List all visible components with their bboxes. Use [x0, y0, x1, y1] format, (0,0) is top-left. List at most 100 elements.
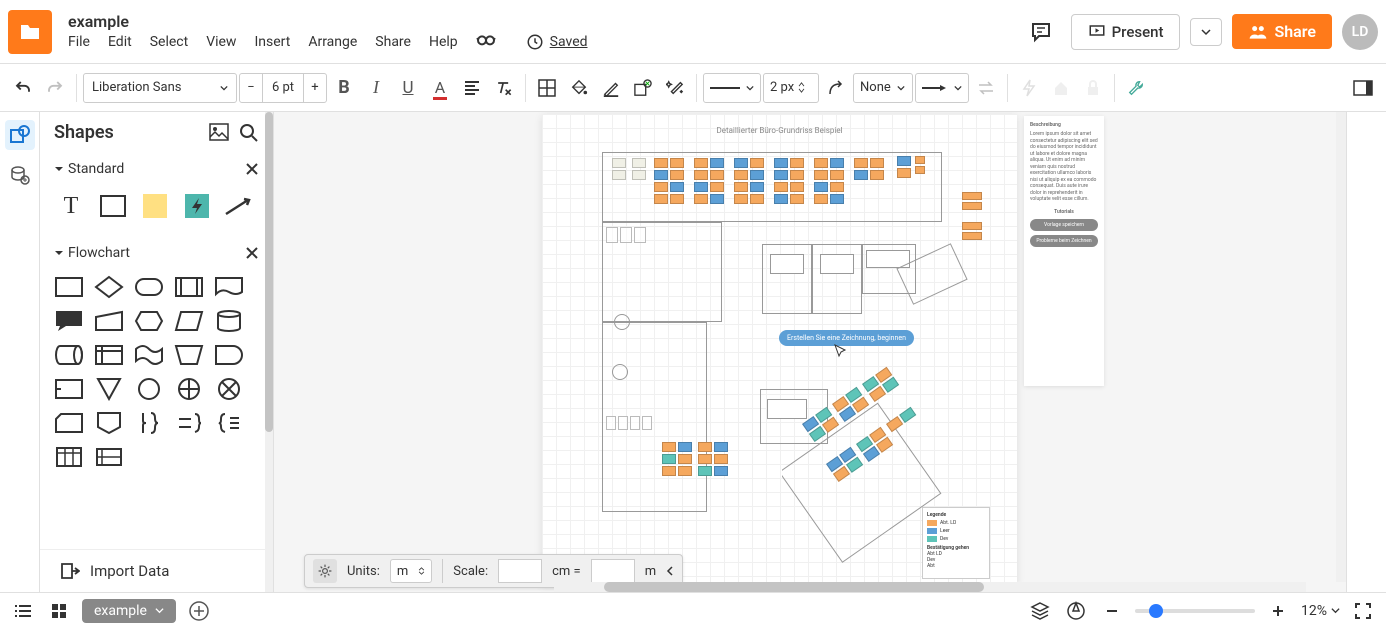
canvas-area[interactable]: Detaillierter Büro-Grundriss Beispiel [274, 112, 1346, 592]
zoom-percent[interactable]: 12% [1301, 603, 1340, 619]
page-tab[interactable]: example [82, 599, 176, 623]
fc-directdata[interactable] [52, 341, 86, 369]
lock-button[interactable] [1078, 73, 1108, 103]
note-shape[interactable] [138, 189, 172, 223]
line-shape-button[interactable] [821, 73, 851, 103]
fc-summing[interactable] [172, 375, 206, 403]
menu-select[interactable]: Select [150, 34, 188, 50]
menu-edit[interactable]: Edit [108, 34, 132, 50]
fc-manual-op[interactable] [172, 341, 206, 369]
fc-offpage[interactable] [92, 409, 126, 437]
font-size-value[interactable]: 6 pt [263, 73, 303, 103]
v-scrollbar[interactable] [1336, 112, 1346, 582]
fc-tape[interactable] [132, 341, 166, 369]
units-settings-button[interactable] [313, 559, 337, 583]
fc-database[interactable] [212, 307, 246, 335]
search-button[interactable] [239, 123, 259, 143]
fc-delay[interactable] [212, 341, 246, 369]
arrow-end-selector[interactable] [915, 73, 969, 103]
menu-share[interactable]: Share [375, 34, 411, 50]
rect-shape[interactable] [96, 189, 130, 223]
menu-help[interactable]: Help [429, 34, 458, 50]
section-standard-header[interactable]: Standard [40, 153, 273, 185]
border-color-button[interactable] [596, 73, 626, 103]
underline-button[interactable]: U [393, 73, 423, 103]
fc-data[interactable] [172, 307, 206, 335]
app-logo[interactable] [8, 10, 52, 54]
fc-terminator[interactable] [132, 273, 166, 301]
find-icon[interactable] [476, 34, 496, 50]
fc-display[interactable] [52, 375, 86, 403]
zoom-in-button[interactable] [1265, 598, 1291, 624]
grid-view-button[interactable] [46, 598, 72, 624]
text-color-button[interactable]: A [425, 73, 455, 103]
comment-button[interactable] [1027, 18, 1055, 46]
stroke-width-selector[interactable]: 2 px [763, 73, 819, 103]
line-style-selector[interactable] [703, 73, 761, 103]
fc-predefined[interactable] [172, 273, 206, 301]
arrow-start-selector[interactable]: None [853, 73, 913, 103]
fc-brace-left[interactable] [212, 409, 246, 437]
scale-input-2[interactable] [591, 559, 635, 583]
fc-preparation[interactable] [132, 307, 166, 335]
fc-card[interactable] [52, 409, 86, 437]
fill-button[interactable] [564, 73, 594, 103]
flash-button[interactable] [1014, 73, 1044, 103]
units-selector[interactable]: m [390, 559, 432, 583]
fc-document[interactable] [212, 273, 246, 301]
menu-file[interactable]: File [68, 34, 90, 50]
font-size-increase[interactable]: + [303, 73, 327, 103]
section-flowchart-header[interactable]: Flowchart [40, 237, 273, 269]
arrow-shape[interactable] [222, 189, 256, 223]
user-avatar[interactable]: LD [1342, 14, 1378, 50]
data-rail-button[interactable] [5, 160, 35, 190]
bold-button[interactable]: B [329, 73, 359, 103]
close-icon[interactable] [245, 246, 259, 260]
image-button[interactable] [209, 123, 229, 143]
add-page-button[interactable] [186, 598, 212, 624]
fc-brace-right[interactable] [132, 409, 166, 437]
h-scrollbar[interactable] [554, 582, 1306, 592]
align-button[interactable] [457, 73, 487, 103]
font-selector[interactable]: Liberation Sans [83, 73, 237, 103]
panel-button-2[interactable]: Probleme beim Zeichnen [1030, 235, 1098, 247]
sidebar-scrollbar[interactable] [265, 112, 273, 592]
presentation-button[interactable] [1063, 598, 1089, 624]
fc-equals[interactable] [172, 409, 206, 437]
menu-arrange[interactable]: Arrange [308, 34, 357, 50]
zoom-slider[interactable] [1135, 609, 1255, 613]
saved-status[interactable]: Saved [526, 33, 588, 51]
fc-or[interactable] [212, 375, 246, 403]
menu-insert[interactable]: Insert [254, 34, 290, 50]
close-icon[interactable] [245, 162, 259, 176]
present-dropdown[interactable] [1190, 18, 1222, 46]
fullscreen-button[interactable] [1350, 598, 1376, 624]
magic-button[interactable] [660, 73, 690, 103]
scale-input-1[interactable] [498, 559, 542, 583]
fc-swimlane-v[interactable] [52, 443, 86, 471]
fc-internal[interactable] [92, 341, 126, 369]
menu-view[interactable]: View [206, 34, 236, 50]
italic-button[interactable]: I [361, 73, 391, 103]
fc-manual-input[interactable] [92, 307, 126, 335]
list-view-button[interactable] [10, 598, 36, 624]
flash-shape[interactable] [180, 189, 214, 223]
wrench-button[interactable] [1121, 73, 1151, 103]
fc-decision[interactable] [92, 273, 126, 301]
text-shape[interactable]: T [54, 189, 88, 223]
panel-button-1[interactable]: Vorlage speichern [1030, 219, 1098, 231]
shapes-rail-button[interactable] [5, 120, 35, 150]
home-button[interactable] [1046, 73, 1076, 103]
share-button[interactable]: Share [1232, 14, 1332, 49]
font-size-decrease[interactable]: − [239, 73, 263, 103]
fc-merge[interactable] [92, 375, 126, 403]
fc-callout[interactable] [52, 307, 86, 335]
redo-button[interactable] [40, 73, 70, 103]
table-button[interactable] [532, 73, 562, 103]
panel-toggle-button[interactable] [1348, 73, 1378, 103]
fc-connector[interactable] [132, 375, 166, 403]
document-title[interactable]: example [68, 12, 1027, 31]
undo-button[interactable] [8, 73, 38, 103]
fc-process[interactable] [52, 273, 86, 301]
import-data-button[interactable]: Import Data [40, 549, 273, 592]
